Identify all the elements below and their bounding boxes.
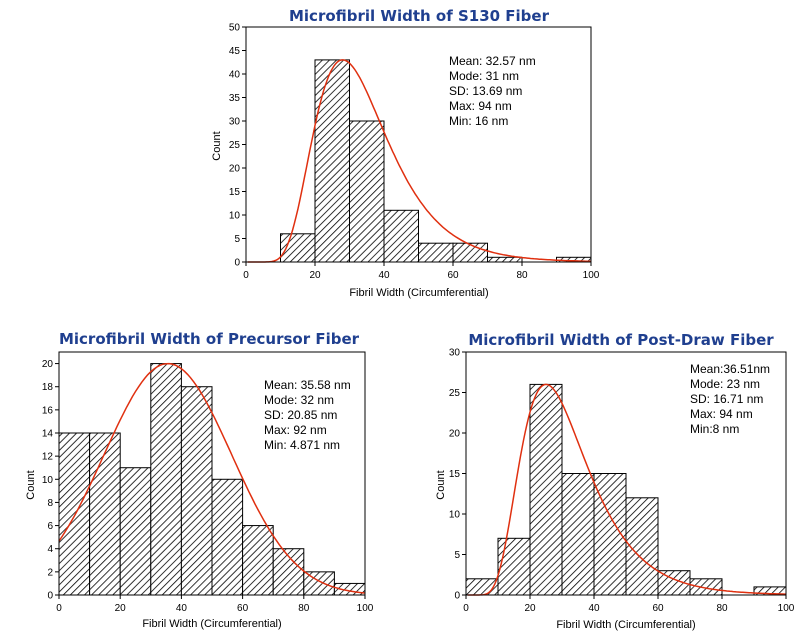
x-tick-label: 60 xyxy=(447,270,459,281)
x-axis-label: Fibril Width (Circumferential) xyxy=(349,287,488,299)
stat-min: Min: 16 nm xyxy=(449,114,508,128)
y-tick-label: 40 xyxy=(229,70,241,81)
plot-frame xyxy=(58,351,366,596)
histogram-s130: Microfibril Width of S130 Fiber 0 20 40 60 8… xyxy=(211,7,600,299)
histogram-precursor: Microfibril Width of Precursor Fiber 0 20… xyxy=(25,330,374,630)
y-tick-label: 0 xyxy=(234,258,240,269)
y-tick-label: 20 xyxy=(449,429,461,440)
histogram-bar xyxy=(452,242,488,263)
x-tick-label: 40 xyxy=(378,270,390,281)
histogram-bar xyxy=(418,242,454,263)
y-tick-label: 2 xyxy=(47,567,53,578)
y-tick-label: 12 xyxy=(42,452,54,463)
y-tick-label: 20 xyxy=(42,359,54,370)
stat-mean: Mean: 35.58 nm xyxy=(264,378,351,392)
y-tick-label: 25 xyxy=(449,388,461,399)
fit-curve xyxy=(247,59,592,263)
x-tick-label: 100 xyxy=(583,270,600,281)
histogram-bar xyxy=(383,209,419,263)
histogram-bar xyxy=(349,120,385,263)
y-tick-label: 18 xyxy=(42,382,54,393)
y-tick-label: 10 xyxy=(449,510,461,521)
histogram-bar xyxy=(497,537,531,596)
x-tick-label: 0 xyxy=(463,603,469,614)
histogram-bar xyxy=(211,478,244,596)
x-tick-label: 0 xyxy=(56,603,62,614)
x-tick-label: 40 xyxy=(176,603,188,614)
y-tick-label: 16 xyxy=(42,405,54,416)
stat-sd: SD: 13.69 nm xyxy=(449,84,522,98)
stat-mode: Mode: 23 nm xyxy=(690,377,760,391)
x-tick-label: 60 xyxy=(237,603,249,614)
y-tick-label: 0 xyxy=(454,591,460,602)
y-tick-label: 10 xyxy=(229,211,241,222)
y-tick-label: 25 xyxy=(229,140,241,151)
histogram-post-draw: Microfibril Width of Post-Draw Fiber 0 20… xyxy=(435,331,795,631)
x-tick-label: 80 xyxy=(298,603,310,614)
y-axis-label: Count xyxy=(211,131,223,160)
stat-sd: SD: 16.71 nm xyxy=(690,392,763,406)
histogram-bar xyxy=(119,467,152,596)
stat-max: Max: 94 nm xyxy=(449,99,512,113)
histogram-bar xyxy=(150,363,182,596)
y-tick-label: 4 xyxy=(47,544,53,555)
stats-box: Mean:36.51nm Mode: 23 nm SD: 16.71 nm Ma… xyxy=(690,362,770,436)
stat-mean: Mean: 32.57 nm xyxy=(449,54,536,68)
x-tick-label: 80 xyxy=(516,270,528,281)
x-tick-label: 0 xyxy=(243,270,249,281)
stat-max: Max: 92 nm xyxy=(264,423,327,437)
y-tick-label: 50 xyxy=(229,23,241,34)
stat-min: Min:8 nm xyxy=(690,422,739,436)
x-tick-label: 80 xyxy=(716,603,728,614)
stat-mode: Mode: 31 nm xyxy=(449,69,519,83)
y-tick-label: 10 xyxy=(42,475,54,486)
stat-max: Max: 94 nm xyxy=(690,407,753,421)
y-tick-label: 5 xyxy=(454,550,460,561)
y-tick-label: 45 xyxy=(229,46,241,57)
x-tick-label: 20 xyxy=(115,603,127,614)
y-tick-label: 20 xyxy=(229,164,241,175)
y-tick-label: 30 xyxy=(229,117,241,128)
y-tick-label: 35 xyxy=(229,93,241,104)
y-axis-label: Count xyxy=(25,470,37,499)
fit-curve xyxy=(58,362,366,594)
stat-mean: Mean:36.51nm xyxy=(690,362,770,376)
x-axis-label: Fibril Width (Circumferential) xyxy=(556,619,695,631)
y-tick-label: 30 xyxy=(449,348,461,359)
fit-curve xyxy=(467,383,786,596)
x-tick-label: 20 xyxy=(524,603,536,614)
histogram-bar xyxy=(58,432,91,596)
histogram-bar xyxy=(487,256,523,263)
x-tick-label: 40 xyxy=(588,603,600,614)
histogram-bar xyxy=(561,473,595,596)
chart-title: Microfibril Width of Precursor Fiber xyxy=(59,330,360,348)
stat-mode: Mode: 32 nm xyxy=(264,393,334,407)
y-tick-label: 6 xyxy=(47,521,53,532)
chart-title: Microfibril Width of Post-Draw Fiber xyxy=(468,331,774,349)
y-tick-label: 5 xyxy=(234,234,240,245)
histogram-bar xyxy=(529,383,563,596)
histogram-bar xyxy=(242,525,274,596)
x-tick-label: 20 xyxy=(309,270,321,281)
chart-title: Microfibril Width of S130 Fiber xyxy=(289,7,550,25)
y-tick-label: 0 xyxy=(47,591,53,602)
y-tick-label: 8 xyxy=(47,498,53,509)
stat-min: Min: 4.871 nm xyxy=(264,438,340,452)
x-axis-label: Fibril Width (Circumferential) xyxy=(142,618,281,630)
stats-box: Mean: 32.57 nm Mode: 31 nm SD: 13.69 nm … xyxy=(449,54,536,128)
x-tick-label: 100 xyxy=(778,603,795,614)
stats-box: Mean: 35.58 nm Mode: 32 nm SD: 20.85 nm … xyxy=(264,378,351,452)
y-tick-label: 15 xyxy=(229,187,241,198)
stat-sd: SD: 20.85 nm xyxy=(264,408,337,422)
x-tick-label: 100 xyxy=(357,603,374,614)
y-tick-label: 15 xyxy=(449,469,461,480)
histogram-bar xyxy=(89,432,121,596)
histogram-bar xyxy=(689,578,723,596)
y-axis-label: Count xyxy=(435,470,447,499)
x-tick-label: 60 xyxy=(652,603,664,614)
histogram-bar xyxy=(180,386,213,596)
y-tick-label: 14 xyxy=(42,429,54,440)
histogram-bar xyxy=(314,59,350,263)
